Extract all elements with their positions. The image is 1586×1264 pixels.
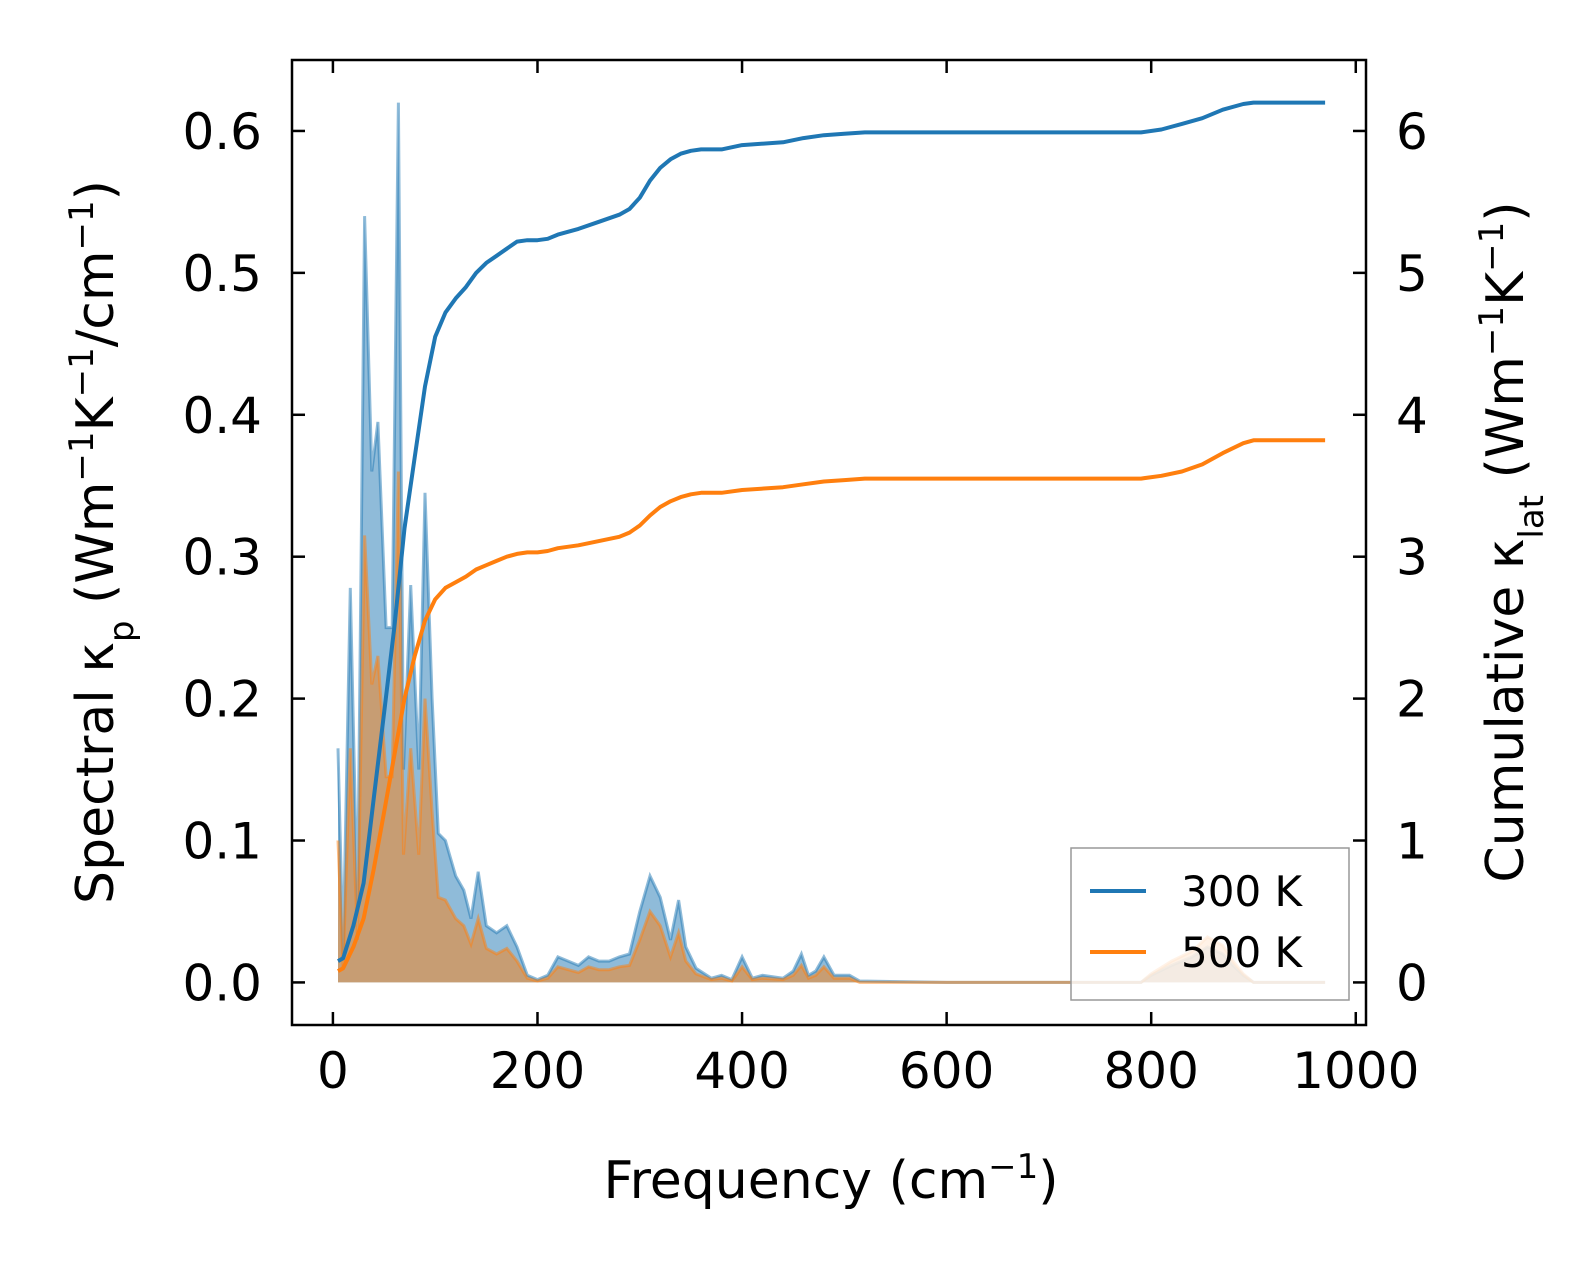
x-tick-label: 400 xyxy=(694,1042,789,1100)
legend-box xyxy=(1070,847,1350,1001)
x-axis-title: Frequency (cm−1) xyxy=(603,1147,1058,1211)
spectral-areas xyxy=(336,102,1326,984)
cumulative-lines xyxy=(337,100,1326,973)
plot-frame xyxy=(290,58,1368,1027)
axis-ticks: 0 200 400 600 800 1000 0.0 0.1 0.2 0.3 0.4 0.5 0.6 0 1… xyxy=(182,60,1428,1100)
spectral-area-500k xyxy=(338,471,1326,983)
x-tick-label: 600 xyxy=(899,1042,994,1100)
x-tick-label: 200 xyxy=(490,1042,585,1100)
y-left-tick-label: 0.0 xyxy=(182,954,262,1012)
x-tick-label: 800 xyxy=(1103,1042,1198,1100)
legend-label-500k: 500 K xyxy=(1181,928,1304,977)
y-left-tick-label: 0.2 xyxy=(182,671,262,729)
y-right-tick-label: 4 xyxy=(1396,387,1428,445)
y-right-tick-label: 2 xyxy=(1396,671,1428,729)
y-right-tick-label: 6 xyxy=(1396,103,1428,161)
cumulative-line-300k xyxy=(337,100,1326,963)
y-left-tick-label: 0.5 xyxy=(182,245,262,303)
legend: 300 K 500 K xyxy=(1070,847,1350,1001)
cumulative-line-500k xyxy=(337,438,1326,973)
y-right-tick-label: 5 xyxy=(1396,245,1428,303)
y-left-tick-label: 0.1 xyxy=(182,813,262,871)
y-left-tick-label: 0.6 xyxy=(182,103,262,161)
y-right-tick-label: 1 xyxy=(1396,813,1428,871)
legend-label-300k: 300 K xyxy=(1181,867,1304,916)
x-tick-label: 0 xyxy=(317,1042,349,1100)
x-tick-label: 1000 xyxy=(1292,1042,1419,1100)
y-left-tick-label: 0.3 xyxy=(182,529,262,587)
y-left-tick-label: 0.4 xyxy=(182,387,262,445)
spectral-outline-500k xyxy=(336,471,1326,984)
y-right-tick-label: 0 xyxy=(1396,954,1428,1012)
y-right-tick-label: 3 xyxy=(1396,529,1428,587)
